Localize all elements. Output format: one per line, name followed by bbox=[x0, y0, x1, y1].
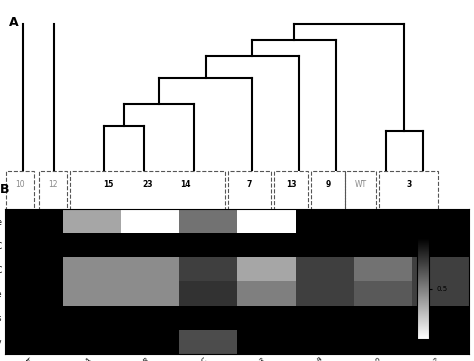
Text: 1: 1 bbox=[392, 211, 396, 216]
Text: Cluster A: Cluster A bbox=[392, 270, 427, 279]
Text: WT: WT bbox=[355, 180, 367, 189]
Bar bbox=[274, 171, 308, 256]
Text: 4: 4 bbox=[407, 211, 411, 216]
Text: 16: 16 bbox=[97, 211, 105, 216]
Bar bbox=[70, 171, 225, 256]
Text: 6: 6 bbox=[422, 211, 426, 216]
Text: Cluster B: Cluster B bbox=[130, 270, 164, 279]
Text: 18: 18 bbox=[128, 211, 136, 216]
Text: 3: 3 bbox=[406, 180, 411, 189]
Text: 22: 22 bbox=[190, 211, 198, 216]
Text: 7: 7 bbox=[246, 180, 252, 189]
Text: 19: 19 bbox=[159, 235, 167, 240]
Text: 23: 23 bbox=[142, 180, 153, 189]
Text: A: A bbox=[9, 16, 19, 29]
Bar bbox=[311, 171, 346, 256]
Text: 9: 9 bbox=[326, 180, 331, 189]
Text: 10: 10 bbox=[16, 180, 25, 189]
Text: Cluster C: Cluster C bbox=[232, 270, 267, 279]
Text: 21: 21 bbox=[190, 235, 198, 240]
Text: 17: 17 bbox=[128, 235, 136, 240]
Text: 15: 15 bbox=[103, 180, 114, 189]
Text: 20: 20 bbox=[159, 211, 167, 216]
Text: 11: 11 bbox=[97, 235, 105, 240]
Bar bbox=[6, 171, 34, 256]
Text: 14: 14 bbox=[181, 180, 191, 189]
Text: B: B bbox=[0, 183, 9, 196]
Bar bbox=[380, 171, 438, 256]
Text: 13: 13 bbox=[286, 180, 296, 189]
Text: 8: 8 bbox=[247, 211, 251, 216]
Text: 12: 12 bbox=[48, 180, 57, 189]
Text: 2: 2 bbox=[397, 235, 401, 240]
Bar bbox=[346, 171, 376, 256]
Bar bbox=[39, 171, 67, 256]
Bar bbox=[228, 171, 271, 256]
Text: 5: 5 bbox=[417, 235, 420, 240]
